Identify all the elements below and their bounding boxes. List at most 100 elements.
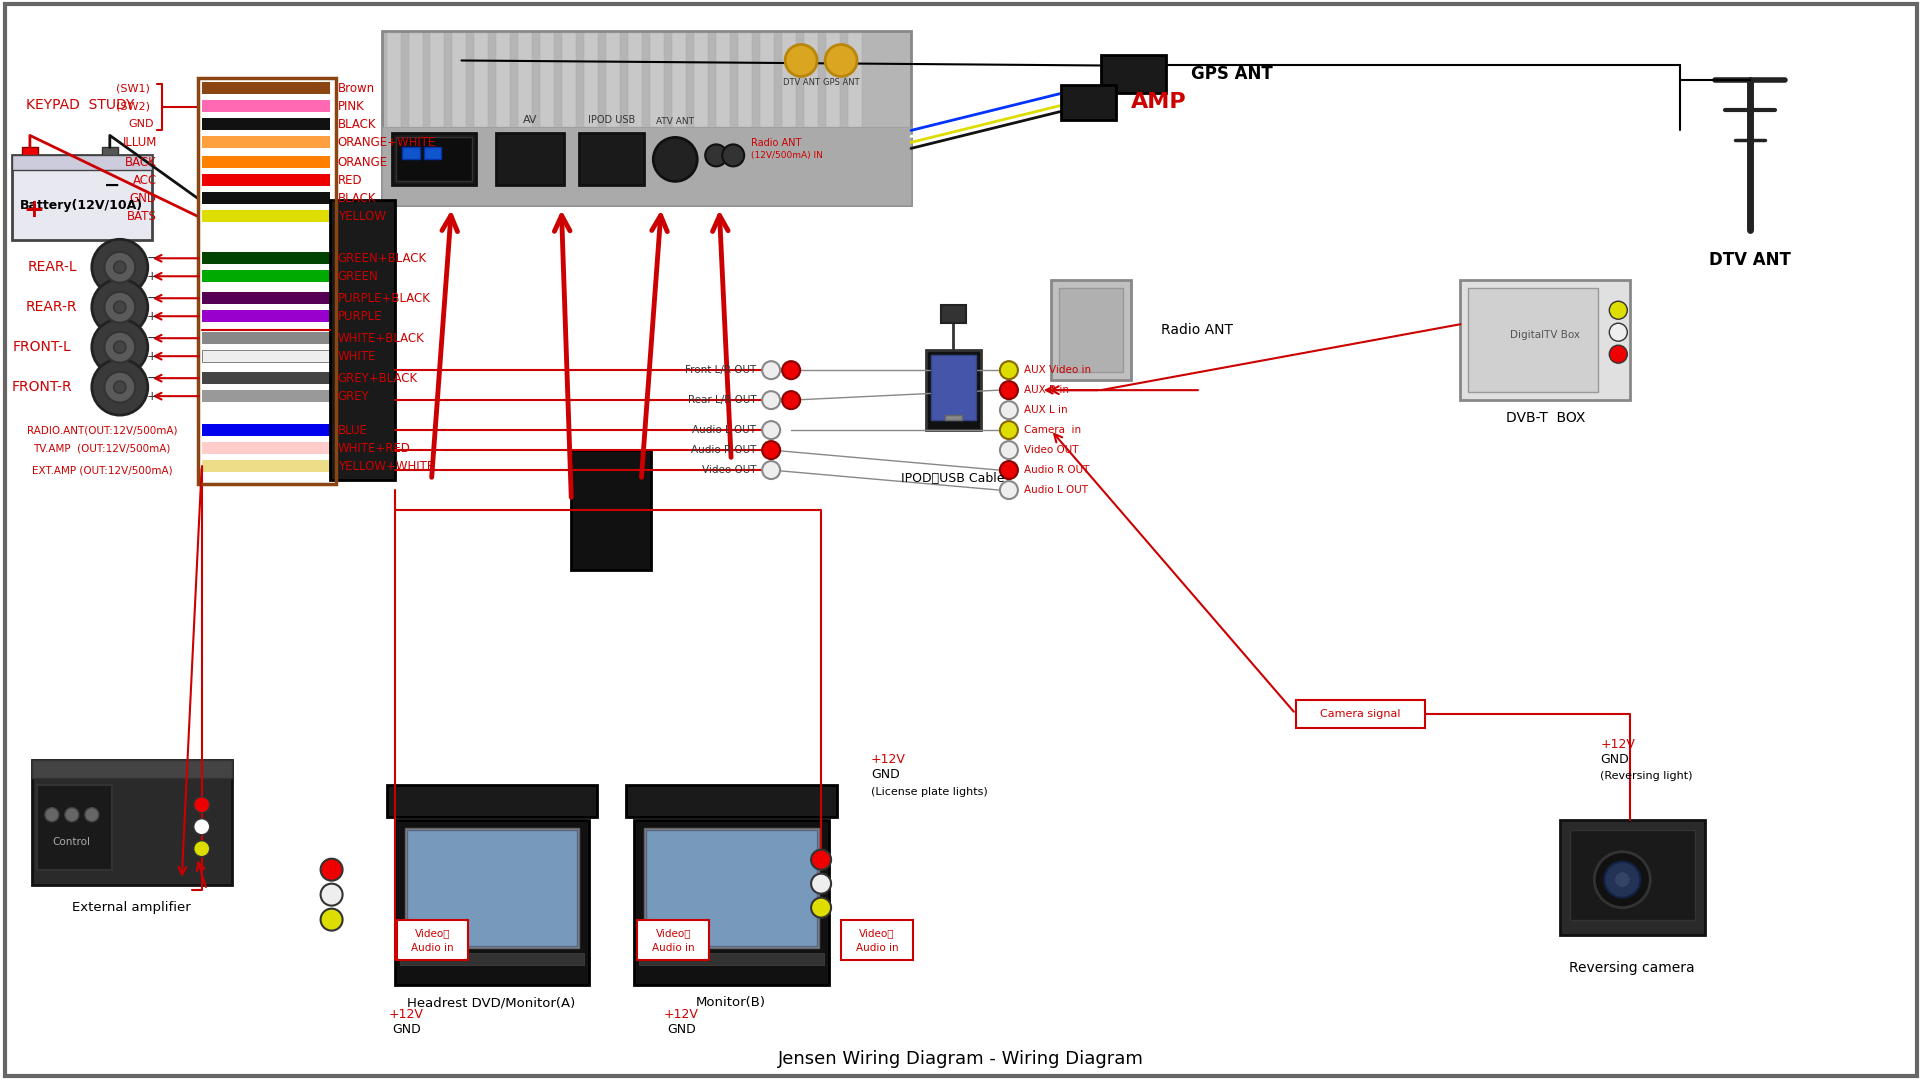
Text: Camera signal: Camera signal — [1321, 708, 1402, 719]
Bar — [405, 827, 580, 947]
Bar — [330, 201, 394, 481]
Text: BLUE: BLUE — [338, 423, 367, 436]
Text: Monitor(B): Monitor(B) — [697, 996, 766, 1009]
Bar — [637, 919, 708, 959]
Text: GREEN: GREEN — [338, 270, 378, 283]
Text: Audio R OUT: Audio R OUT — [691, 445, 756, 455]
Bar — [202, 333, 330, 345]
Bar — [202, 82, 330, 94]
Circle shape — [1000, 401, 1018, 419]
Text: GPS ANT: GPS ANT — [824, 78, 860, 87]
Bar — [1469, 288, 1597, 392]
Text: GND: GND — [131, 192, 157, 205]
Circle shape — [781, 361, 801, 379]
Text: +: + — [23, 199, 44, 222]
Bar — [202, 310, 330, 322]
Text: −: − — [146, 372, 157, 384]
Text: −: − — [104, 176, 121, 194]
Circle shape — [722, 145, 745, 166]
Text: Radio ANT: Radio ANT — [1162, 323, 1233, 337]
Bar — [563, 32, 576, 127]
Text: (12V/500mA) IN: (12V/500mA) IN — [751, 151, 824, 160]
Text: PURPLE+BLACK: PURPLE+BLACK — [338, 292, 430, 305]
Text: WHITE+BLACK: WHITE+BLACK — [338, 332, 424, 345]
Bar — [36, 785, 111, 869]
Text: +12V: +12V — [872, 753, 906, 767]
Text: External amplifier: External amplifier — [73, 901, 192, 914]
Circle shape — [84, 808, 98, 822]
Text: Front L/R OUT: Front L/R OUT — [685, 365, 756, 375]
Circle shape — [104, 332, 134, 363]
Bar — [584, 32, 599, 127]
Text: −: − — [146, 292, 157, 305]
Bar — [1296, 700, 1425, 728]
Text: AUX L in: AUX L in — [1023, 405, 1068, 415]
Circle shape — [321, 908, 342, 931]
Text: FRONT-R: FRONT-R — [12, 380, 71, 394]
Circle shape — [1000, 481, 1018, 499]
Circle shape — [1000, 361, 1018, 379]
Text: (Reversing light): (Reversing light) — [1601, 771, 1693, 781]
Bar — [474, 32, 488, 127]
Text: WHITE+RED: WHITE+RED — [338, 442, 411, 455]
Text: BATS: BATS — [127, 210, 157, 222]
Bar — [394, 820, 589, 985]
Circle shape — [762, 441, 780, 459]
Circle shape — [762, 421, 780, 440]
Bar — [12, 156, 152, 171]
Text: GND: GND — [1601, 753, 1628, 767]
Bar — [1461, 281, 1630, 401]
Bar — [647, 829, 818, 946]
Text: Video OUT: Video OUT — [701, 465, 756, 475]
Circle shape — [1000, 461, 1018, 480]
Circle shape — [762, 461, 780, 480]
Text: +: + — [146, 390, 157, 403]
Bar — [202, 157, 330, 168]
Text: Jensen Wiring Diagram - Wiring Diagram: Jensen Wiring Diagram - Wiring Diagram — [778, 1051, 1144, 1068]
Bar — [202, 293, 330, 305]
Circle shape — [92, 360, 148, 415]
Text: GND: GND — [129, 120, 154, 130]
Circle shape — [92, 280, 148, 335]
Bar — [397, 919, 468, 959]
Bar — [737, 32, 753, 127]
Bar — [849, 32, 862, 127]
Circle shape — [1609, 346, 1628, 363]
Bar — [430, 32, 445, 127]
Text: Video、: Video、 — [415, 929, 451, 939]
Bar — [399, 953, 584, 964]
Bar — [396, 137, 472, 181]
Text: Headrest DVD/Monitor(A): Headrest DVD/Monitor(A) — [407, 996, 576, 1009]
Text: Camera  in: Camera in — [1023, 426, 1081, 435]
Text: Audio L OUT: Audio L OUT — [693, 426, 756, 435]
Text: DTV ANT: DTV ANT — [783, 78, 820, 87]
Bar — [202, 460, 330, 472]
Circle shape — [1000, 421, 1018, 440]
Text: BACK: BACK — [125, 156, 157, 168]
Text: PINK: PINK — [338, 100, 365, 113]
Bar — [826, 32, 841, 127]
Bar — [1062, 85, 1116, 121]
Bar — [497, 32, 511, 127]
Bar — [607, 32, 620, 127]
Text: −: − — [146, 332, 157, 345]
Bar — [639, 953, 824, 964]
Text: DigitalTV Box: DigitalTV Box — [1511, 330, 1580, 340]
Circle shape — [113, 381, 127, 393]
Text: GPS ANT: GPS ANT — [1190, 66, 1273, 83]
Text: +: + — [146, 350, 157, 363]
Text: YELLOW+WHITE: YELLOW+WHITE — [338, 460, 434, 473]
Bar — [407, 829, 578, 946]
Circle shape — [762, 361, 780, 379]
Text: AV: AV — [522, 116, 538, 125]
Text: IPOD、USB Cable: IPOD、USB Cable — [900, 472, 1004, 485]
Bar — [202, 136, 330, 148]
Circle shape — [92, 320, 148, 375]
Bar — [202, 174, 330, 187]
Text: Video、: Video、 — [655, 929, 691, 939]
Text: GREY: GREY — [338, 390, 369, 403]
Text: GND: GND — [392, 1023, 420, 1036]
Text: ATV ANT: ATV ANT — [657, 117, 695, 126]
Bar — [760, 32, 774, 127]
Circle shape — [1000, 441, 1018, 459]
